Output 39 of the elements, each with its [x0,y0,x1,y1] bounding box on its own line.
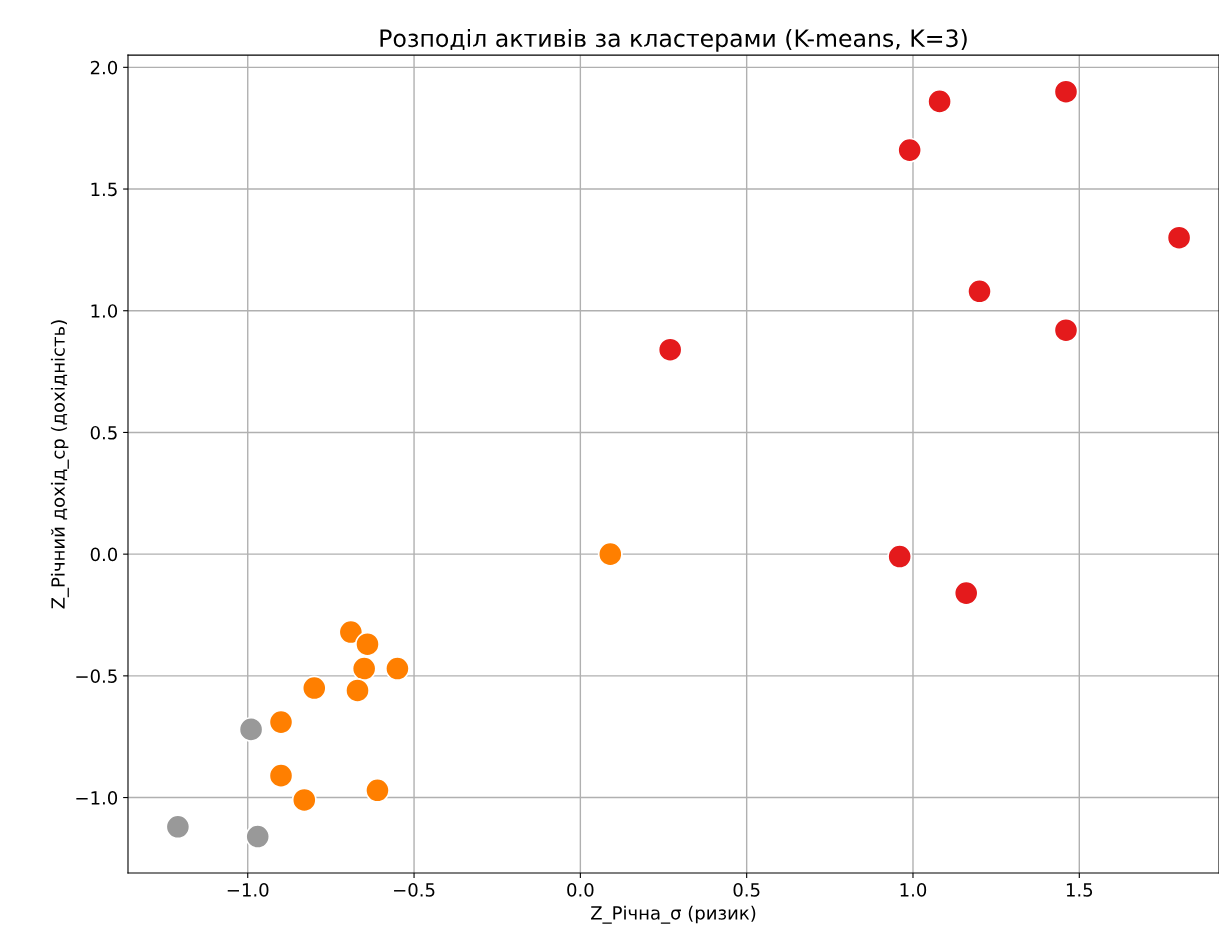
point [268,763,294,789]
point [597,541,623,567]
y-tick-label: 2.0 [90,60,118,75]
y-tick-label: 0.5 [90,425,117,440]
x-tick-label: −1.0 [227,883,269,897]
y-axis-title: Z_Річний дохід_ср (дохідність) [50,320,69,609]
x-tick-label: 0.5 [733,883,760,897]
point [245,824,271,849]
point [927,88,953,114]
chart-title: Розподіл активів за кластерами (K-means, K=3) [380,28,967,52]
point [967,278,992,304]
y-tick-label: 1.5 [91,182,117,197]
point [365,777,390,803]
x-tick-label: −0.5 [394,883,435,897]
y-tick-label: −0.5 [76,669,117,683]
y-tick-label: −1.0 [76,791,118,805]
point [268,709,294,735]
x-tick-label: 0.0 [567,883,594,897]
point [887,544,913,570]
point [897,137,923,163]
point [345,678,370,703]
point [291,787,317,813]
point [238,716,264,742]
point [1166,225,1192,251]
point [1053,317,1079,343]
point [165,814,191,840]
point [384,656,410,682]
y-tick-label: 1.0 [91,304,118,318]
x-axis-title: Z_Річна_σ (ризик) [591,905,756,924]
point [1053,79,1079,105]
point [355,631,380,657]
point [657,337,683,363]
y-tick-label: 0.0 [90,547,118,562]
point [301,675,327,701]
x-tick-label: 1.5 [1066,883,1093,897]
point [953,580,979,606]
x-tick-label: 1.0 [900,883,927,897]
point [351,656,377,682]
point [338,619,364,645]
